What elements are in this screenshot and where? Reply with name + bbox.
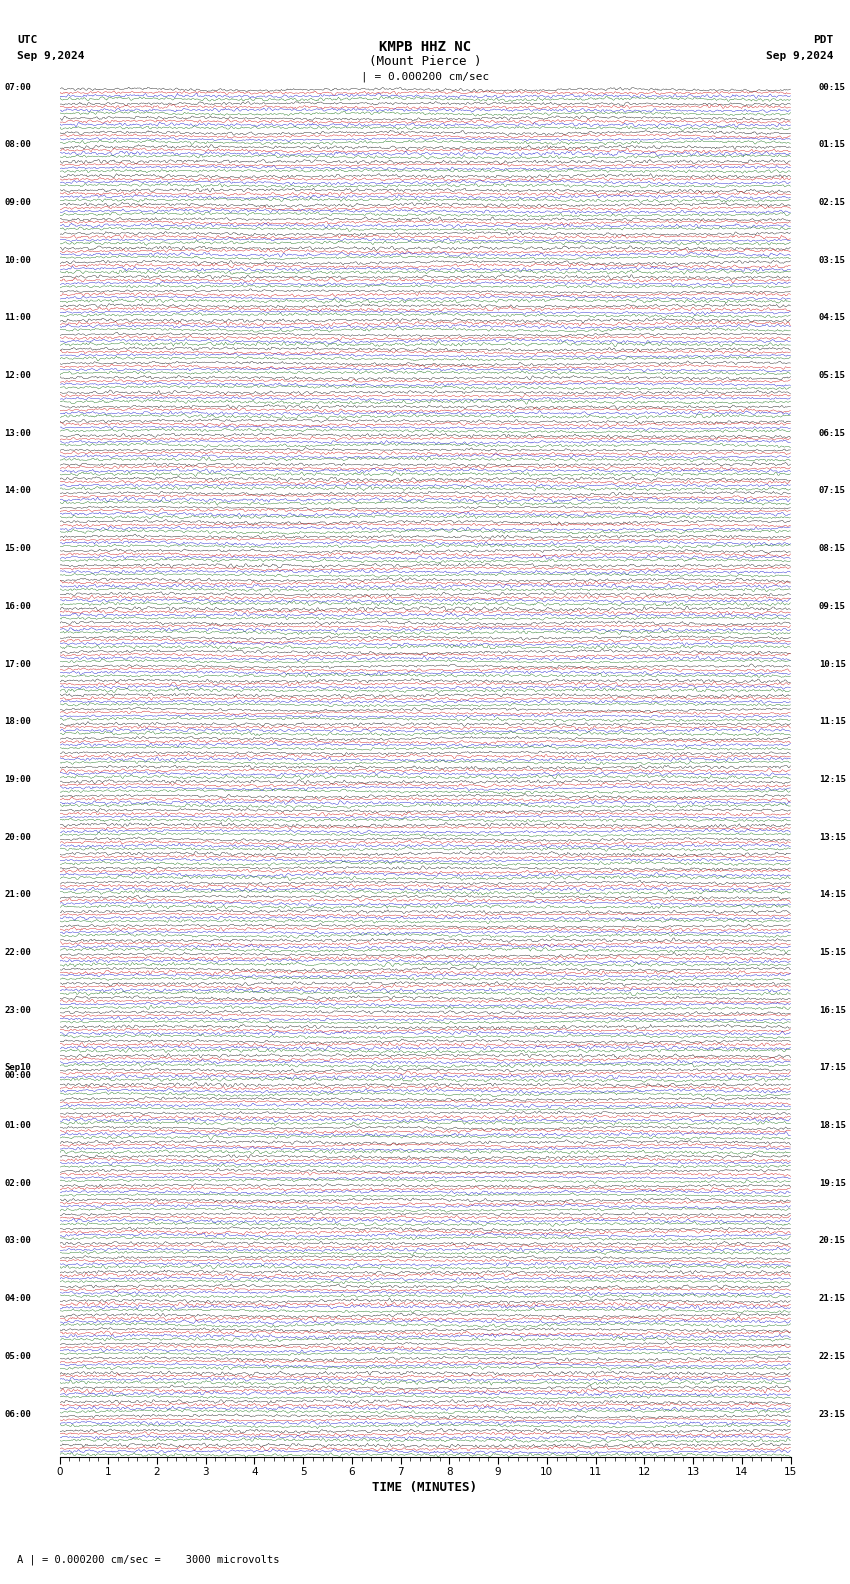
Text: | = 0.000200 cm/sec: | = 0.000200 cm/sec bbox=[361, 71, 489, 82]
Text: 06:00: 06:00 bbox=[4, 1410, 31, 1419]
Text: 00:00: 00:00 bbox=[4, 1071, 31, 1080]
Text: 19:00: 19:00 bbox=[4, 775, 31, 784]
X-axis label: TIME (MINUTES): TIME (MINUTES) bbox=[372, 1481, 478, 1494]
Text: 16:00: 16:00 bbox=[4, 602, 31, 611]
Text: 21:00: 21:00 bbox=[4, 890, 31, 900]
Text: 07:00: 07:00 bbox=[4, 82, 31, 92]
Text: 23:15: 23:15 bbox=[819, 1410, 846, 1419]
Text: 12:00: 12:00 bbox=[4, 371, 31, 380]
Text: 23:00: 23:00 bbox=[4, 1006, 31, 1015]
Text: PDT: PDT bbox=[813, 35, 833, 44]
Text: 19:15: 19:15 bbox=[819, 1178, 846, 1188]
Text: 22:00: 22:00 bbox=[4, 947, 31, 957]
Text: 04:00: 04:00 bbox=[4, 1294, 31, 1304]
Text: 10:15: 10:15 bbox=[819, 659, 846, 668]
Text: 09:15: 09:15 bbox=[819, 602, 846, 611]
Text: 01:00: 01:00 bbox=[4, 1121, 31, 1129]
Text: 11:00: 11:00 bbox=[4, 314, 31, 323]
Text: 17:15: 17:15 bbox=[819, 1063, 846, 1072]
Text: 09:00: 09:00 bbox=[4, 198, 31, 208]
Text: Sep 9,2024: Sep 9,2024 bbox=[766, 51, 833, 60]
Text: 20:00: 20:00 bbox=[4, 833, 31, 841]
Text: 05:00: 05:00 bbox=[4, 1351, 31, 1361]
Text: 21:15: 21:15 bbox=[819, 1294, 846, 1304]
Text: 12:15: 12:15 bbox=[819, 775, 846, 784]
Text: 02:00: 02:00 bbox=[4, 1178, 31, 1188]
Text: 04:15: 04:15 bbox=[819, 314, 846, 323]
Text: 20:15: 20:15 bbox=[819, 1237, 846, 1245]
Text: 15:00: 15:00 bbox=[4, 545, 31, 553]
Text: A | = 0.000200 cm/sec =    3000 microvolts: A | = 0.000200 cm/sec = 3000 microvolts bbox=[17, 1554, 280, 1565]
Text: KMPB HHZ NC: KMPB HHZ NC bbox=[379, 40, 471, 54]
Text: 08:15: 08:15 bbox=[819, 545, 846, 553]
Text: 13:15: 13:15 bbox=[819, 833, 846, 841]
Text: 13:00: 13:00 bbox=[4, 429, 31, 437]
Text: 05:15: 05:15 bbox=[819, 371, 846, 380]
Text: 11:15: 11:15 bbox=[819, 718, 846, 725]
Text: 18:00: 18:00 bbox=[4, 718, 31, 725]
Text: 03:15: 03:15 bbox=[819, 255, 846, 265]
Text: 14:00: 14:00 bbox=[4, 486, 31, 496]
Text: 02:15: 02:15 bbox=[819, 198, 846, 208]
Text: 18:15: 18:15 bbox=[819, 1121, 846, 1129]
Text: Sep10: Sep10 bbox=[4, 1063, 31, 1072]
Text: 08:00: 08:00 bbox=[4, 141, 31, 149]
Text: UTC: UTC bbox=[17, 35, 37, 44]
Text: (Mount Pierce ): (Mount Pierce ) bbox=[369, 55, 481, 68]
Text: 01:15: 01:15 bbox=[819, 141, 846, 149]
Text: 14:15: 14:15 bbox=[819, 890, 846, 900]
Text: Sep 9,2024: Sep 9,2024 bbox=[17, 51, 84, 60]
Text: 15:15: 15:15 bbox=[819, 947, 846, 957]
Text: 03:00: 03:00 bbox=[4, 1237, 31, 1245]
Text: 00:15: 00:15 bbox=[819, 82, 846, 92]
Text: 16:15: 16:15 bbox=[819, 1006, 846, 1015]
Text: 10:00: 10:00 bbox=[4, 255, 31, 265]
Text: 07:15: 07:15 bbox=[819, 486, 846, 496]
Text: 22:15: 22:15 bbox=[819, 1351, 846, 1361]
Text: 06:15: 06:15 bbox=[819, 429, 846, 437]
Text: 17:00: 17:00 bbox=[4, 659, 31, 668]
